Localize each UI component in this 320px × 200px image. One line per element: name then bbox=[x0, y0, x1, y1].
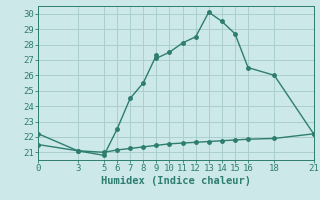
X-axis label: Humidex (Indice chaleur): Humidex (Indice chaleur) bbox=[101, 176, 251, 186]
